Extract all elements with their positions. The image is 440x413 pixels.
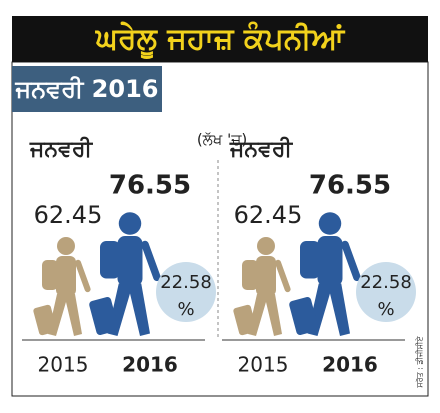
value-2016: 76.55 <box>109 171 191 201</box>
unit-label: (ਲੱਖ 'ਚ) <box>197 131 247 149</box>
year-2015: 2015 <box>238 353 289 377</box>
arm <box>141 240 161 282</box>
year-2016: 2016 <box>122 353 178 377</box>
month-label: ਜਨਵਰੀ <box>229 136 294 162</box>
title: ਘਰੇਲੂ ਜਹਾਜ਼ ਕੰਪਨੀਆਂ <box>95 22 346 60</box>
growth-circle <box>156 262 216 322</box>
head <box>257 237 275 255</box>
suitcase <box>89 297 119 335</box>
suitcase <box>33 304 57 336</box>
growth-value: 22.58 <box>360 272 412 293</box>
year-2016: 2016 <box>322 353 378 377</box>
legs <box>248 294 282 336</box>
backpack <box>42 260 58 290</box>
arm <box>275 259 291 293</box>
subtitle: ਜਨਵਰੀ 2016 <box>15 75 159 103</box>
torso <box>56 256 76 296</box>
torso <box>256 256 276 296</box>
suitcase <box>289 297 319 335</box>
head <box>57 237 75 255</box>
growth-unit: % <box>377 299 394 320</box>
value-2015: 62.45 <box>234 201 303 229</box>
growth-unit: % <box>177 299 194 320</box>
arm <box>75 259 91 293</box>
person-icon <box>89 212 161 336</box>
month-label: ਜਨਵਰੀ <box>29 136 94 162</box>
person-icon <box>289 212 361 336</box>
person-icon <box>233 237 291 336</box>
torso <box>317 236 343 286</box>
head <box>118 212 142 235</box>
frame <box>11 61 429 397</box>
backpack <box>242 260 258 290</box>
legs <box>107 283 150 336</box>
title-bar <box>12 16 428 62</box>
growth-circle <box>356 262 416 322</box>
legs <box>48 294 82 336</box>
person-icon <box>33 237 91 336</box>
backpack <box>300 241 320 279</box>
value-2015: 62.45 <box>34 201 103 229</box>
year-2015: 2015 <box>38 353 89 377</box>
torso <box>117 236 143 286</box>
arm <box>341 240 361 282</box>
legs <box>307 283 350 336</box>
growth-value: 22.58 <box>160 272 212 293</box>
value-2016: 76.55 <box>309 171 391 201</box>
subtitle-box <box>12 66 162 112</box>
source: ਸਰੋਤ : ਡੀਜੀਸੀਏ <box>415 336 425 389</box>
backpack <box>100 241 120 279</box>
head <box>318 212 342 235</box>
suitcase <box>233 304 257 336</box>
